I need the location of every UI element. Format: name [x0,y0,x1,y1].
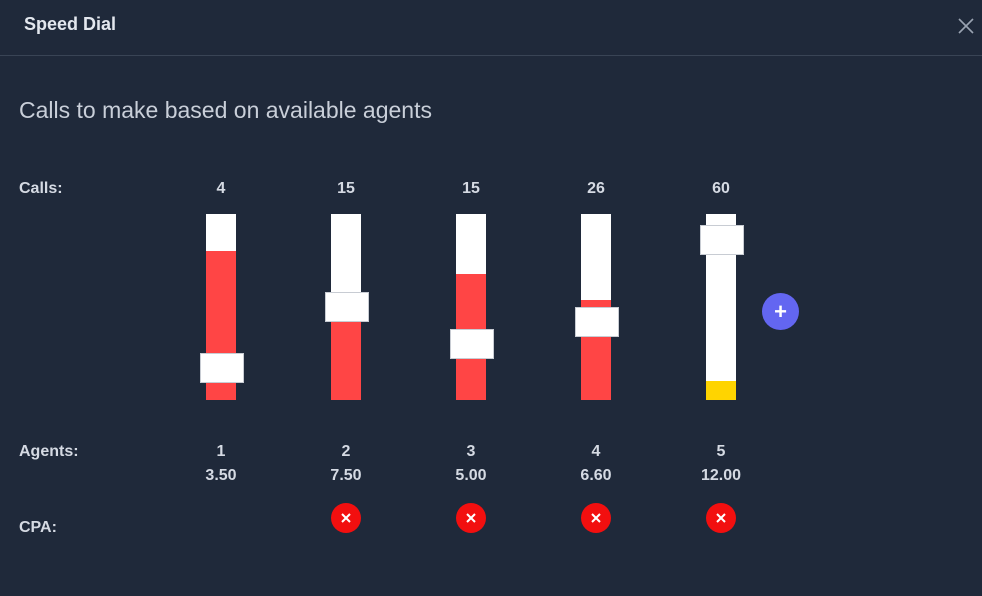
close-icon [716,513,726,523]
calls-value: 60 [712,180,730,197]
remove-column-button[interactable] [331,503,361,533]
slider-fill [706,381,736,400]
agents-label: Agents: [19,443,79,460]
close-icon [958,18,974,34]
calls-value: 15 [337,180,355,197]
cpa-value: 7.50 [330,467,362,484]
calls-label: Calls: [19,180,63,197]
remove-column-button[interactable] [706,503,736,533]
dialog-title: Speed Dial [24,14,117,34]
slider-track[interactable] [325,214,369,400]
slider-track[interactable] [200,214,244,400]
slider-track[interactable] [700,214,744,400]
cpa-value: 3.50 [205,467,237,484]
agents-value: 2 [341,443,351,460]
slider-handle[interactable] [200,353,244,383]
cpa-value: 6.60 [580,467,612,484]
add-column-button[interactable]: + [762,293,799,330]
remove-column-button[interactable] [581,503,611,533]
remove-column-button[interactable] [456,503,486,533]
page-heading: Calls to make based on available agents [19,97,432,123]
agents-value: 5 [716,443,726,460]
agents-value: 4 [591,443,601,460]
agents-value: 3 [466,443,476,460]
close-icon [341,513,351,523]
slider-handle[interactable] [575,307,619,337]
slider-track[interactable] [450,214,494,400]
calls-value: 4 [216,180,226,197]
close-button[interactable] [956,16,976,36]
cpa-label: CPA: [19,519,57,536]
cpa-value: 5.00 [455,467,487,484]
slider-fill [331,322,361,400]
calls-value: 15 [462,180,480,197]
close-icon [466,513,476,523]
dialog-header: Speed Dial [0,0,982,56]
slider-handle[interactable] [325,292,369,322]
cpa-value: 12.00 [700,467,742,484]
calls-value: 26 [587,180,605,197]
slider-handle[interactable] [450,329,494,359]
slider-handle[interactable] [700,225,744,255]
slider-track[interactable] [575,214,619,400]
agents-value: 1 [216,443,226,460]
close-icon [591,513,601,523]
